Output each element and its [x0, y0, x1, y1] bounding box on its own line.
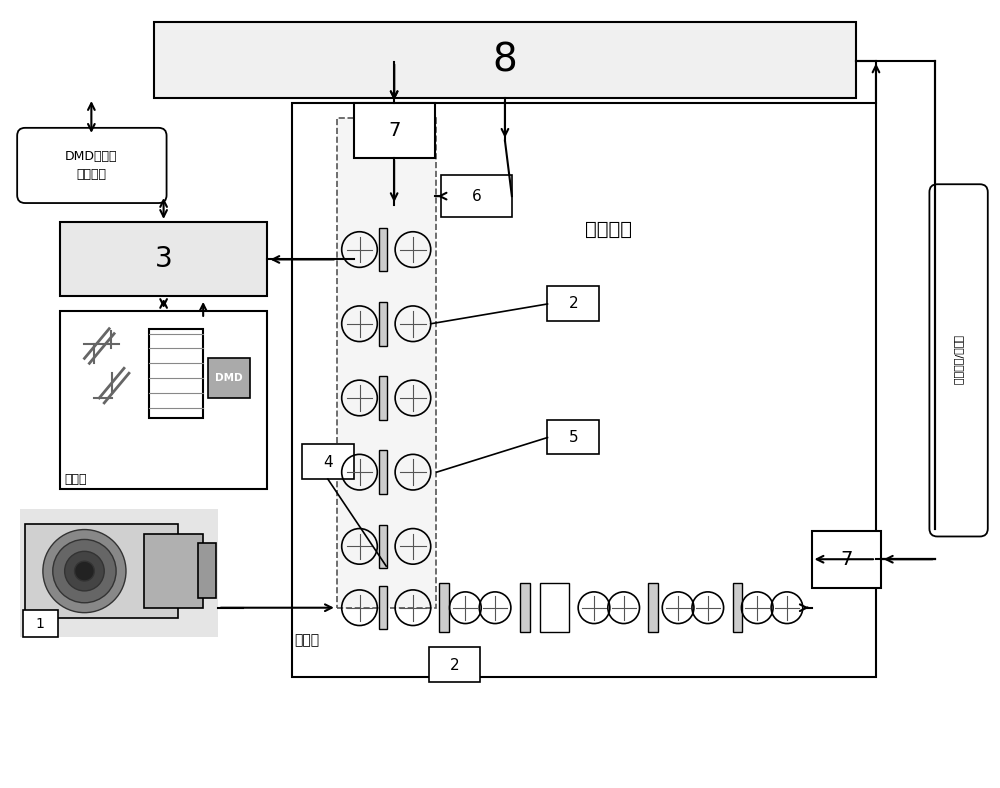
Text: 8: 8 [493, 42, 517, 80]
FancyBboxPatch shape [929, 184, 988, 537]
Bar [812, 530, 881, 588]
Bar [337, 118, 436, 608]
Text: 摄像機/探测控制: 摄像機/探测控制 [953, 336, 963, 385]
Text: 5: 5 [568, 430, 578, 445]
Bar [379, 586, 387, 630]
Bar [379, 451, 387, 494]
Bar [379, 525, 387, 568]
Bar [23, 610, 58, 637]
Circle shape [65, 552, 104, 591]
Bar [379, 376, 387, 420]
Bar [648, 583, 658, 633]
Text: 4: 4 [323, 455, 333, 470]
Text: DMD: DMD [215, 374, 243, 383]
Text: 2: 2 [450, 658, 459, 673]
Text: 6: 6 [471, 188, 481, 203]
Bar [540, 583, 569, 633]
Circle shape [53, 540, 116, 603]
Text: 反射镜: 反射镜 [65, 473, 87, 485]
Bar [154, 22, 856, 98]
Bar [429, 647, 480, 682]
Bar [20, 509, 218, 637]
Bar [302, 444, 354, 479]
Bar [733, 583, 742, 633]
Bar [144, 533, 203, 608]
Text: 同步触发: 同步触发 [585, 221, 632, 240]
Text: 1: 1 [35, 616, 44, 630]
Circle shape [75, 561, 94, 581]
Bar [547, 286, 599, 321]
Bar [60, 222, 267, 296]
Bar [520, 583, 530, 633]
Bar [547, 420, 599, 455]
Bar [379, 302, 387, 345]
Bar [439, 583, 449, 633]
Bar [292, 103, 876, 677]
Bar [208, 359, 250, 398]
Circle shape [43, 530, 126, 612]
Text: 2: 2 [568, 296, 578, 311]
Text: 7: 7 [388, 121, 400, 140]
Text: 3: 3 [155, 245, 172, 273]
Bar [60, 311, 267, 489]
Bar [379, 228, 387, 271]
Bar [198, 544, 216, 598]
Text: 入射光: 入射光 [294, 634, 320, 648]
Bar [354, 103, 435, 158]
Bar [25, 523, 178, 618]
Bar [149, 329, 203, 418]
Text: DMD调控及
反馈数据: DMD调控及 反馈数据 [65, 150, 118, 181]
Bar [441, 176, 512, 217]
FancyBboxPatch shape [17, 128, 167, 203]
Text: 7: 7 [840, 550, 852, 569]
